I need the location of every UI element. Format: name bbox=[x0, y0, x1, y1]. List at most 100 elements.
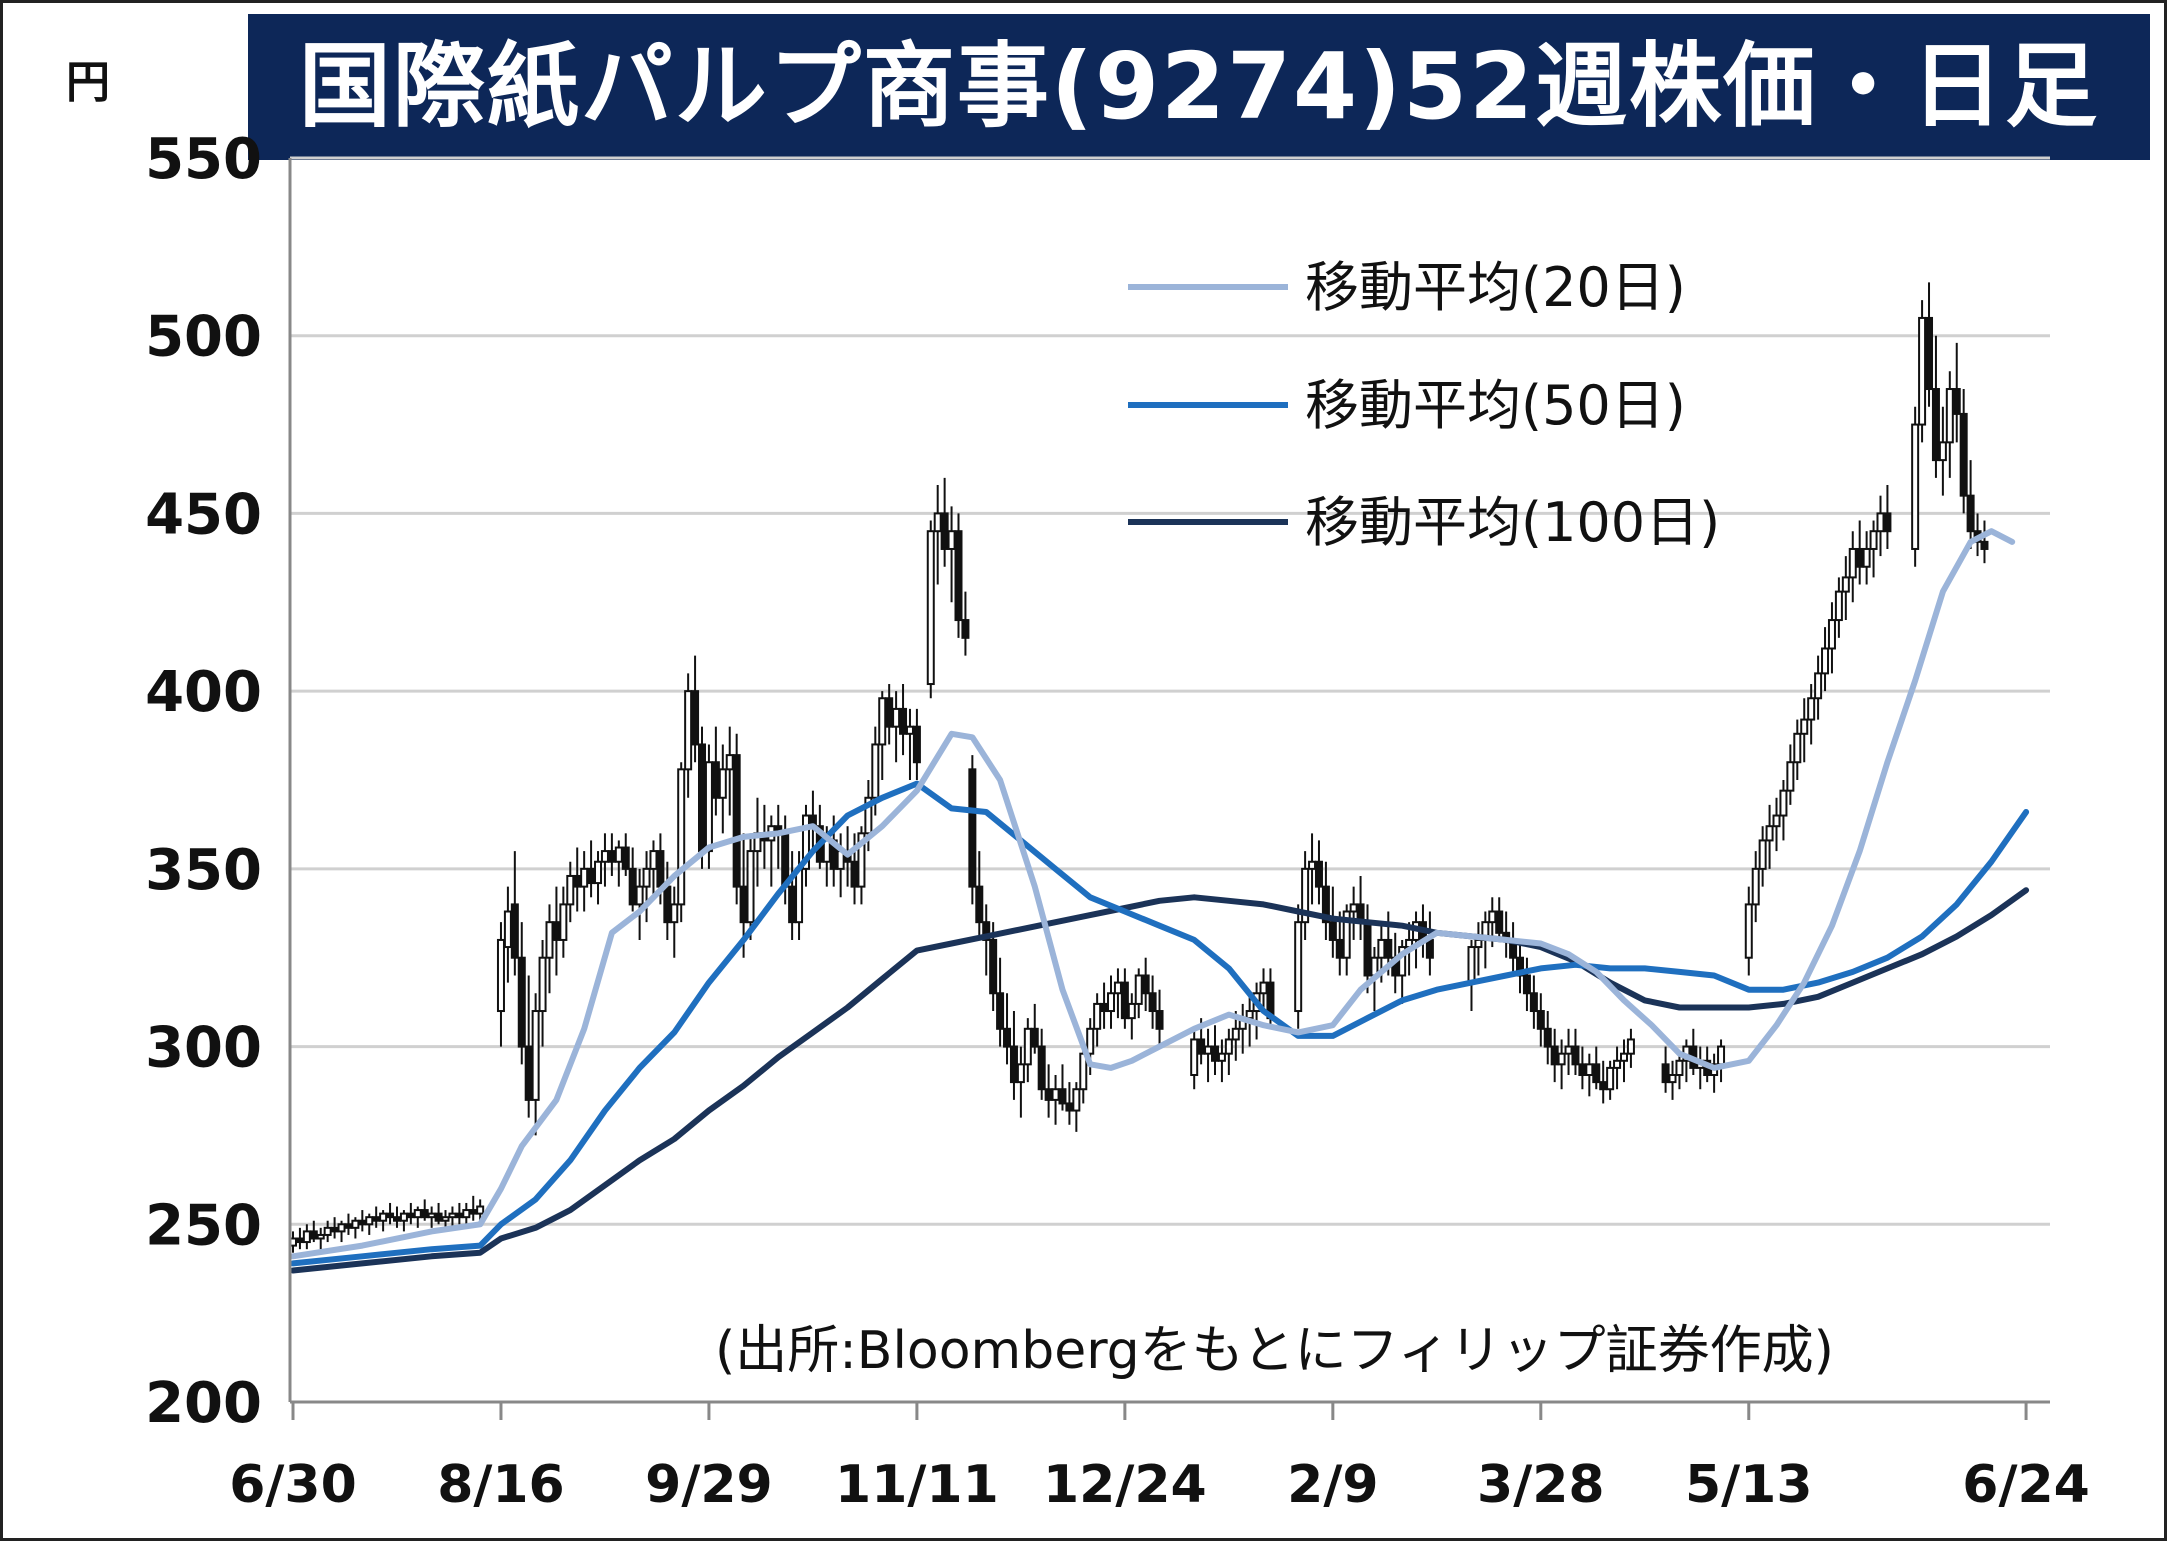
candlestick bbox=[1349, 886, 1358, 940]
candle-body bbox=[801, 814, 810, 870]
candle-body bbox=[552, 921, 561, 941]
x-tick-label: 3/28 bbox=[1477, 1455, 1605, 1515]
candle-body bbox=[1058, 1088, 1067, 1105]
candle-body bbox=[1009, 1045, 1018, 1084]
candle-body bbox=[1626, 1038, 1635, 1055]
candlestick bbox=[718, 744, 727, 834]
candlestick bbox=[1003, 993, 1012, 1065]
candlestick bbox=[1571, 1028, 1580, 1076]
candlestick bbox=[1474, 922, 1483, 976]
candle-body bbox=[316, 1233, 325, 1240]
candlestick bbox=[1758, 826, 1767, 887]
candle-body bbox=[469, 1209, 478, 1215]
candle-body bbox=[1883, 512, 1892, 533]
candlestick bbox=[1190, 1028, 1199, 1090]
candlestick bbox=[1564, 1028, 1573, 1076]
candlestick bbox=[559, 886, 568, 958]
candle-body bbox=[1044, 1088, 1053, 1101]
candle-body bbox=[954, 530, 963, 622]
candle-body bbox=[899, 707, 908, 735]
candlestick bbox=[1009, 1011, 1018, 1100]
candle-body bbox=[406, 1212, 415, 1219]
candle-body bbox=[628, 867, 637, 906]
candlestick bbox=[365, 1213, 374, 1235]
candlestick bbox=[1689, 1028, 1698, 1076]
candlestick bbox=[940, 477, 949, 567]
candlestick bbox=[961, 591, 970, 656]
candle-body bbox=[1862, 547, 1871, 568]
candlestick bbox=[469, 1195, 478, 1221]
candlestick bbox=[899, 684, 908, 756]
candlestick bbox=[1883, 484, 1892, 549]
candle-body bbox=[1023, 1027, 1032, 1066]
candle-body bbox=[455, 1212, 464, 1219]
candlestick bbox=[1980, 520, 1989, 564]
candle-body bbox=[704, 761, 713, 853]
candle-body bbox=[1113, 981, 1122, 995]
candle-body bbox=[1779, 789, 1788, 817]
candlestick bbox=[878, 691, 887, 780]
candlestick bbox=[1100, 982, 1109, 1029]
candle-body bbox=[871, 743, 880, 799]
x-tick-label: 2/9 bbox=[1287, 1455, 1378, 1515]
candle-body bbox=[538, 956, 547, 1013]
candle-body bbox=[1966, 494, 1975, 533]
candlestick bbox=[531, 993, 540, 1136]
candle-body bbox=[1072, 1088, 1081, 1112]
candlestick bbox=[1301, 851, 1310, 940]
candlestick bbox=[330, 1217, 339, 1239]
y-axis-ticks: 200 250 300 350 400 450 500 550 bbox=[145, 127, 262, 1436]
candlestick bbox=[552, 886, 561, 976]
candle-body bbox=[1030, 1027, 1039, 1048]
candlestick bbox=[1682, 1039, 1691, 1083]
candlestick bbox=[982, 904, 991, 976]
candle-body bbox=[1349, 903, 1358, 913]
candlestick bbox=[1502, 911, 1511, 958]
candle-body bbox=[559, 903, 568, 941]
candle-body bbox=[1536, 1010, 1545, 1030]
candle-body bbox=[996, 992, 1005, 1030]
candle-body bbox=[1314, 860, 1323, 888]
candle-body bbox=[822, 839, 831, 863]
candlestick bbox=[732, 733, 741, 905]
candlestick bbox=[725, 726, 734, 816]
candlestick bbox=[975, 851, 984, 940]
candlestick bbox=[1945, 371, 1954, 478]
candle-body bbox=[711, 761, 720, 799]
candlestick bbox=[635, 868, 644, 940]
candle-body bbox=[372, 1216, 381, 1222]
candlestick bbox=[1668, 1060, 1677, 1100]
candle-body bbox=[1197, 1038, 1206, 1055]
candle-body bbox=[614, 846, 623, 863]
candle-body bbox=[358, 1219, 367, 1226]
candle-body bbox=[850, 860, 859, 888]
y-unit-label: 円 bbox=[66, 57, 110, 108]
candlestick bbox=[1308, 833, 1317, 905]
candlestick bbox=[753, 797, 762, 887]
candle-body bbox=[344, 1223, 353, 1229]
candle-body bbox=[386, 1212, 395, 1219]
candlestick bbox=[1599, 1060, 1608, 1104]
candlestick bbox=[801, 804, 810, 887]
candlestick bbox=[406, 1202, 415, 1225]
candle-body bbox=[1772, 814, 1781, 828]
candlestick bbox=[1661, 1046, 1670, 1093]
candlestick bbox=[746, 833, 755, 940]
candlestick bbox=[1120, 968, 1129, 1029]
candle-body bbox=[1744, 903, 1753, 959]
candlestick bbox=[1814, 655, 1823, 720]
candlestick bbox=[1578, 1046, 1587, 1090]
candle-body bbox=[1210, 1045, 1219, 1062]
candlestick bbox=[1217, 1039, 1226, 1083]
candle-body bbox=[1141, 974, 1150, 995]
candle-body bbox=[441, 1216, 450, 1222]
candle-body bbox=[1127, 1002, 1136, 1020]
candlestick bbox=[545, 904, 554, 994]
candle-body bbox=[1321, 885, 1330, 924]
candlestick bbox=[1072, 1082, 1081, 1132]
candlestick bbox=[1342, 904, 1351, 976]
candle-body bbox=[677, 768, 686, 906]
candle-body bbox=[309, 1230, 318, 1240]
candle-body bbox=[1841, 576, 1850, 593]
candle-body bbox=[1107, 992, 1116, 1013]
